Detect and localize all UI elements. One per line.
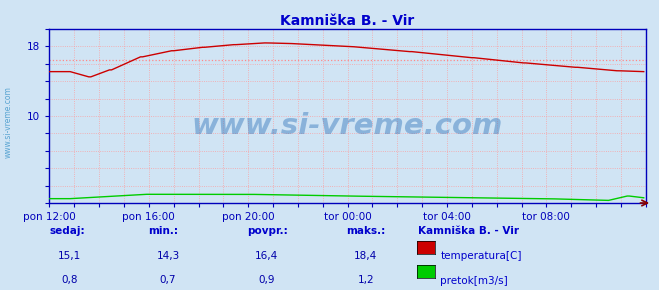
- Text: temperatura[C]: temperatura[C]: [440, 251, 522, 261]
- Text: 16,4: 16,4: [255, 251, 279, 261]
- Text: 1,2: 1,2: [357, 276, 374, 285]
- Text: 15,1: 15,1: [57, 251, 81, 261]
- Text: min.:: min.:: [148, 226, 179, 236]
- Text: www.si-vreme.com: www.si-vreme.com: [192, 113, 503, 140]
- Text: maks.:: maks.:: [346, 226, 386, 236]
- Text: 14,3: 14,3: [156, 251, 180, 261]
- Text: 0,9: 0,9: [258, 276, 275, 285]
- Text: sedaj:: sedaj:: [49, 226, 85, 236]
- Text: 0,8: 0,8: [61, 276, 78, 285]
- Text: pretok[m3/s]: pretok[m3/s]: [440, 276, 508, 285]
- Text: 18,4: 18,4: [354, 251, 378, 261]
- Title: Kamniška B. - Vir: Kamniška B. - Vir: [281, 14, 415, 28]
- Text: www.si-vreme.com: www.si-vreme.com: [3, 86, 13, 158]
- Text: povpr.:: povpr.:: [247, 226, 288, 236]
- Text: Kamniška B. - Vir: Kamniška B. - Vir: [418, 226, 519, 236]
- Text: 0,7: 0,7: [159, 276, 177, 285]
